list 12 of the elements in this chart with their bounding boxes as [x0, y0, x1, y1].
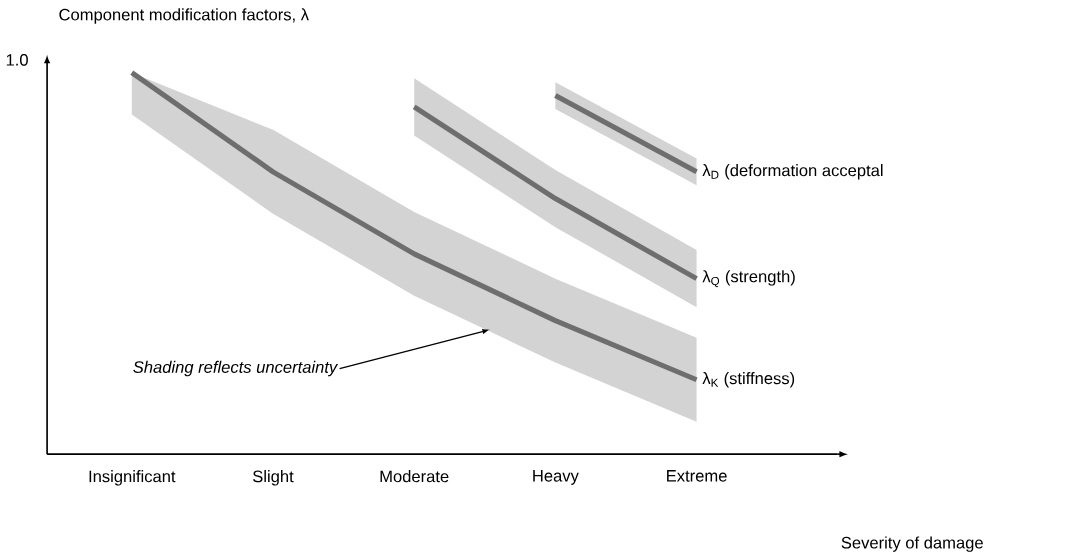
x-tick-label: Heavy — [533, 469, 579, 485]
text: 1.0 — [6, 53, 28, 66]
annotation: Shading reflects uncertainty — [133, 360, 339, 377]
y-axis-title: Component modification factors, λ — [59, 8, 309, 24]
series-label: λ$_{K}$ (stiffness) — [702, 371, 795, 388]
series-label: λ$_{Q}$ (strength) — [702, 269, 795, 287]
x-axis-title: Severity of damage — [841, 536, 983, 552]
series-label: λ$_{D}$ (deformation acceptal — [702, 163, 883, 180]
x-tick-label: Extreme — [667, 469, 727, 482]
x-tick-label: Insignificant — [89, 469, 176, 486]
x-tick-label: Slight — [253, 469, 294, 486]
x-tick-label: Moderate — [380, 469, 449, 483]
